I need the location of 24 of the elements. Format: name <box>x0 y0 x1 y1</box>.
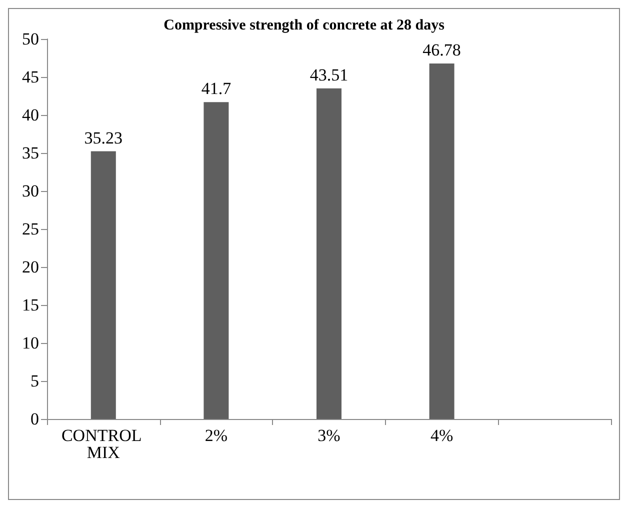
y-tick-label: 25 <box>22 220 39 238</box>
y-tick-label: 15 <box>22 296 39 314</box>
x-tick-label: CONTROL MIX <box>61 426 146 462</box>
x-tick-label: 3% <box>318 426 340 445</box>
x-tick-label: 2% <box>204 426 228 445</box>
y-tick-label: 0 <box>30 410 39 428</box>
y-tick-label: 30 <box>22 182 39 200</box>
y-tick-label: 50 <box>22 30 39 48</box>
y-tick-label: 45 <box>22 68 39 86</box>
bar <box>90 151 116 419</box>
data-label: 43.51 <box>310 65 348 84</box>
y-tick-label: 5 <box>30 372 39 390</box>
data-label: 41.7 <box>201 79 232 98</box>
data-label: 35.23 <box>84 128 123 148</box>
bar <box>429 63 454 419</box>
y-tick-label: 35 <box>22 144 39 162</box>
bar <box>316 88 342 419</box>
chart-title: Compressive strength of concrete at 28 days <box>164 18 445 34</box>
data-label: 46.78 <box>422 40 461 60</box>
y-tick-label: 20 <box>22 258 39 276</box>
y-tick-label: 10 <box>22 334 39 352</box>
bar <box>204 102 229 419</box>
y-tick-label: 40 <box>22 106 39 124</box>
x-tick-label: 4% <box>430 426 454 445</box>
